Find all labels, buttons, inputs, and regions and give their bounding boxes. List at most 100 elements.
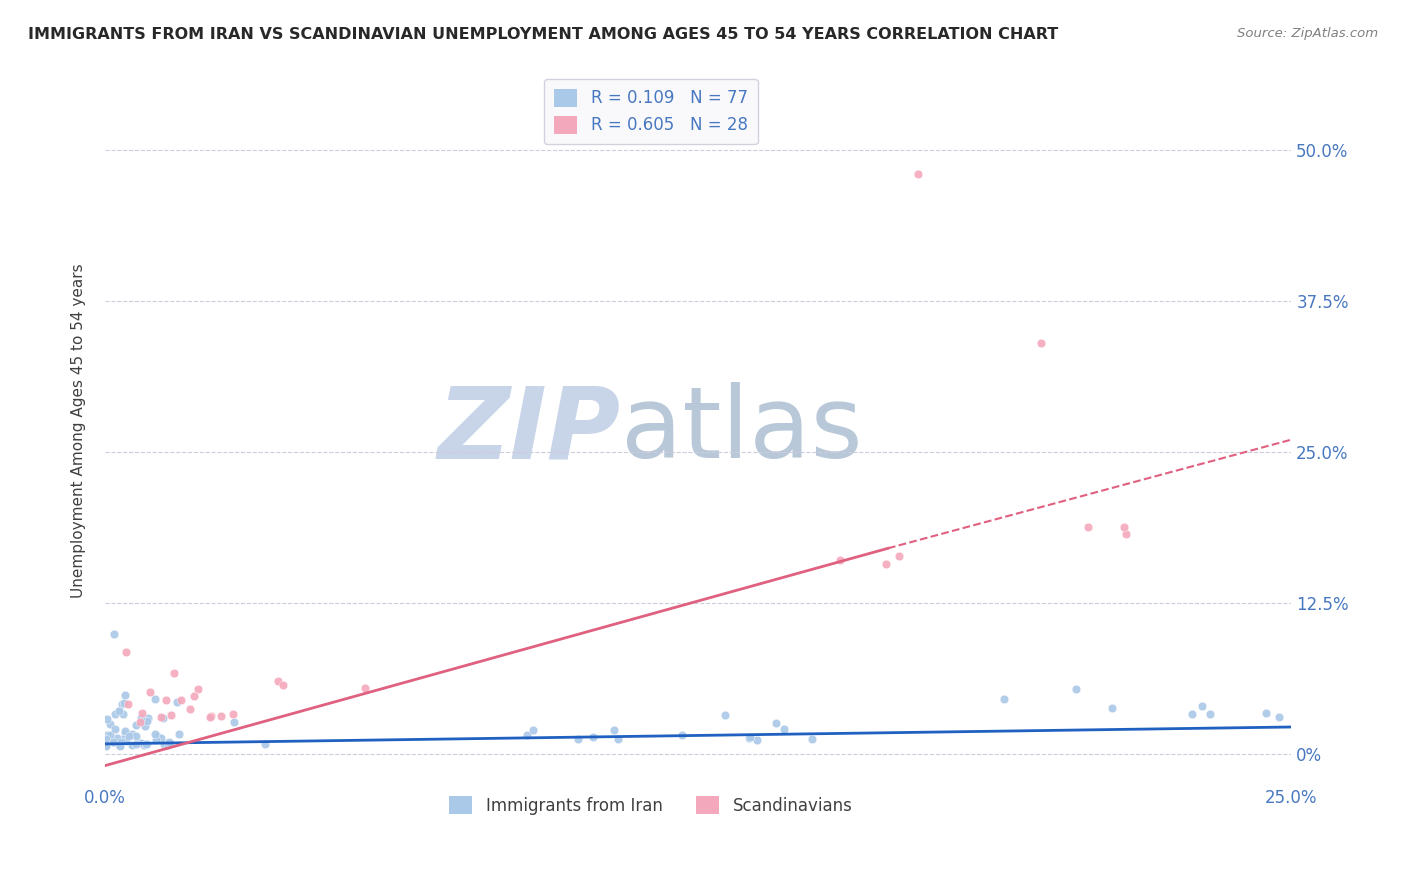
Point	[125, 718, 148, 732]
Point	[94, 737, 117, 751]
Point	[253, 737, 276, 751]
Point	[114, 727, 136, 741]
Point	[136, 711, 159, 725]
Point	[1031, 336, 1053, 351]
Point	[267, 673, 290, 688]
Point	[714, 708, 737, 723]
Point	[143, 727, 166, 741]
Point	[159, 736, 181, 750]
Point	[152, 711, 174, 725]
Point	[103, 722, 125, 736]
Point	[765, 715, 787, 730]
Point	[114, 645, 136, 659]
Point	[103, 735, 125, 749]
Point	[114, 732, 136, 747]
Point	[1101, 701, 1123, 715]
Point	[131, 706, 153, 721]
Point	[198, 709, 221, 723]
Point	[907, 167, 929, 181]
Point	[129, 736, 152, 750]
Point	[772, 722, 794, 736]
Point	[112, 707, 135, 722]
Point	[138, 685, 160, 699]
Text: ZIP: ZIP	[439, 382, 621, 479]
Point	[222, 714, 245, 729]
Point	[111, 697, 134, 711]
Point	[1191, 699, 1213, 714]
Point	[121, 738, 143, 752]
Point	[179, 701, 201, 715]
Point	[183, 690, 205, 704]
Point	[828, 553, 851, 567]
Text: Source: ZipAtlas.com: Source: ZipAtlas.com	[1237, 27, 1378, 40]
Point	[745, 732, 768, 747]
Point	[108, 704, 131, 718]
Point	[94, 731, 117, 746]
Point	[522, 723, 544, 737]
Point	[1077, 520, 1099, 534]
Point	[134, 719, 156, 733]
Y-axis label: Unemployment Among Ages 45 to 54 years: Unemployment Among Ages 45 to 54 years	[72, 263, 86, 598]
Point	[187, 682, 209, 697]
Point	[94, 739, 117, 753]
Legend: Immigrants from Iran, Scandinavians: Immigrants from Iran, Scandinavians	[439, 786, 862, 825]
Point	[145, 732, 167, 747]
Point	[117, 697, 139, 711]
Point	[112, 696, 135, 710]
Point	[567, 731, 589, 746]
Point	[103, 706, 125, 721]
Point	[1254, 706, 1277, 721]
Point	[170, 693, 193, 707]
Point	[108, 704, 131, 718]
Text: atlas: atlas	[621, 382, 863, 479]
Point	[1064, 681, 1087, 696]
Point	[110, 735, 132, 749]
Point	[103, 627, 125, 641]
Point	[163, 666, 186, 681]
Point	[671, 728, 693, 742]
Point	[143, 692, 166, 706]
Point	[200, 709, 222, 723]
Point	[155, 693, 177, 707]
Point	[114, 724, 136, 739]
Point	[887, 549, 910, 563]
Point	[114, 688, 136, 702]
Point	[516, 728, 538, 742]
Point	[105, 731, 128, 746]
Point	[96, 739, 118, 754]
Point	[146, 729, 169, 743]
Point	[135, 737, 157, 751]
Point	[108, 739, 131, 753]
Point	[108, 739, 131, 753]
Point	[167, 727, 190, 741]
Point	[118, 729, 141, 743]
Point	[800, 731, 823, 746]
Point	[135, 714, 157, 728]
Point	[353, 681, 375, 695]
Point	[129, 711, 152, 725]
Point	[121, 727, 143, 741]
Text: IMMIGRANTS FROM IRAN VS SCANDINAVIAN UNEMPLOYMENT AMONG AGES 45 TO 54 YEARS CORR: IMMIGRANTS FROM IRAN VS SCANDINAVIAN UNE…	[28, 27, 1059, 42]
Point	[103, 735, 125, 749]
Point	[136, 737, 159, 751]
Point	[150, 731, 173, 745]
Point	[125, 729, 148, 743]
Point	[603, 723, 626, 737]
Point	[993, 691, 1015, 706]
Point	[98, 716, 121, 731]
Point	[152, 737, 174, 751]
Point	[134, 738, 156, 752]
Point	[582, 730, 605, 744]
Point	[157, 735, 180, 749]
Point	[157, 738, 180, 752]
Point	[1181, 707, 1204, 722]
Point	[159, 707, 181, 722]
Point	[738, 730, 761, 744]
Point	[149, 709, 172, 723]
Point	[209, 709, 232, 723]
Point	[1115, 526, 1137, 541]
Point	[221, 707, 243, 722]
Point	[1112, 520, 1135, 534]
Point	[128, 714, 150, 729]
Point	[271, 678, 294, 692]
